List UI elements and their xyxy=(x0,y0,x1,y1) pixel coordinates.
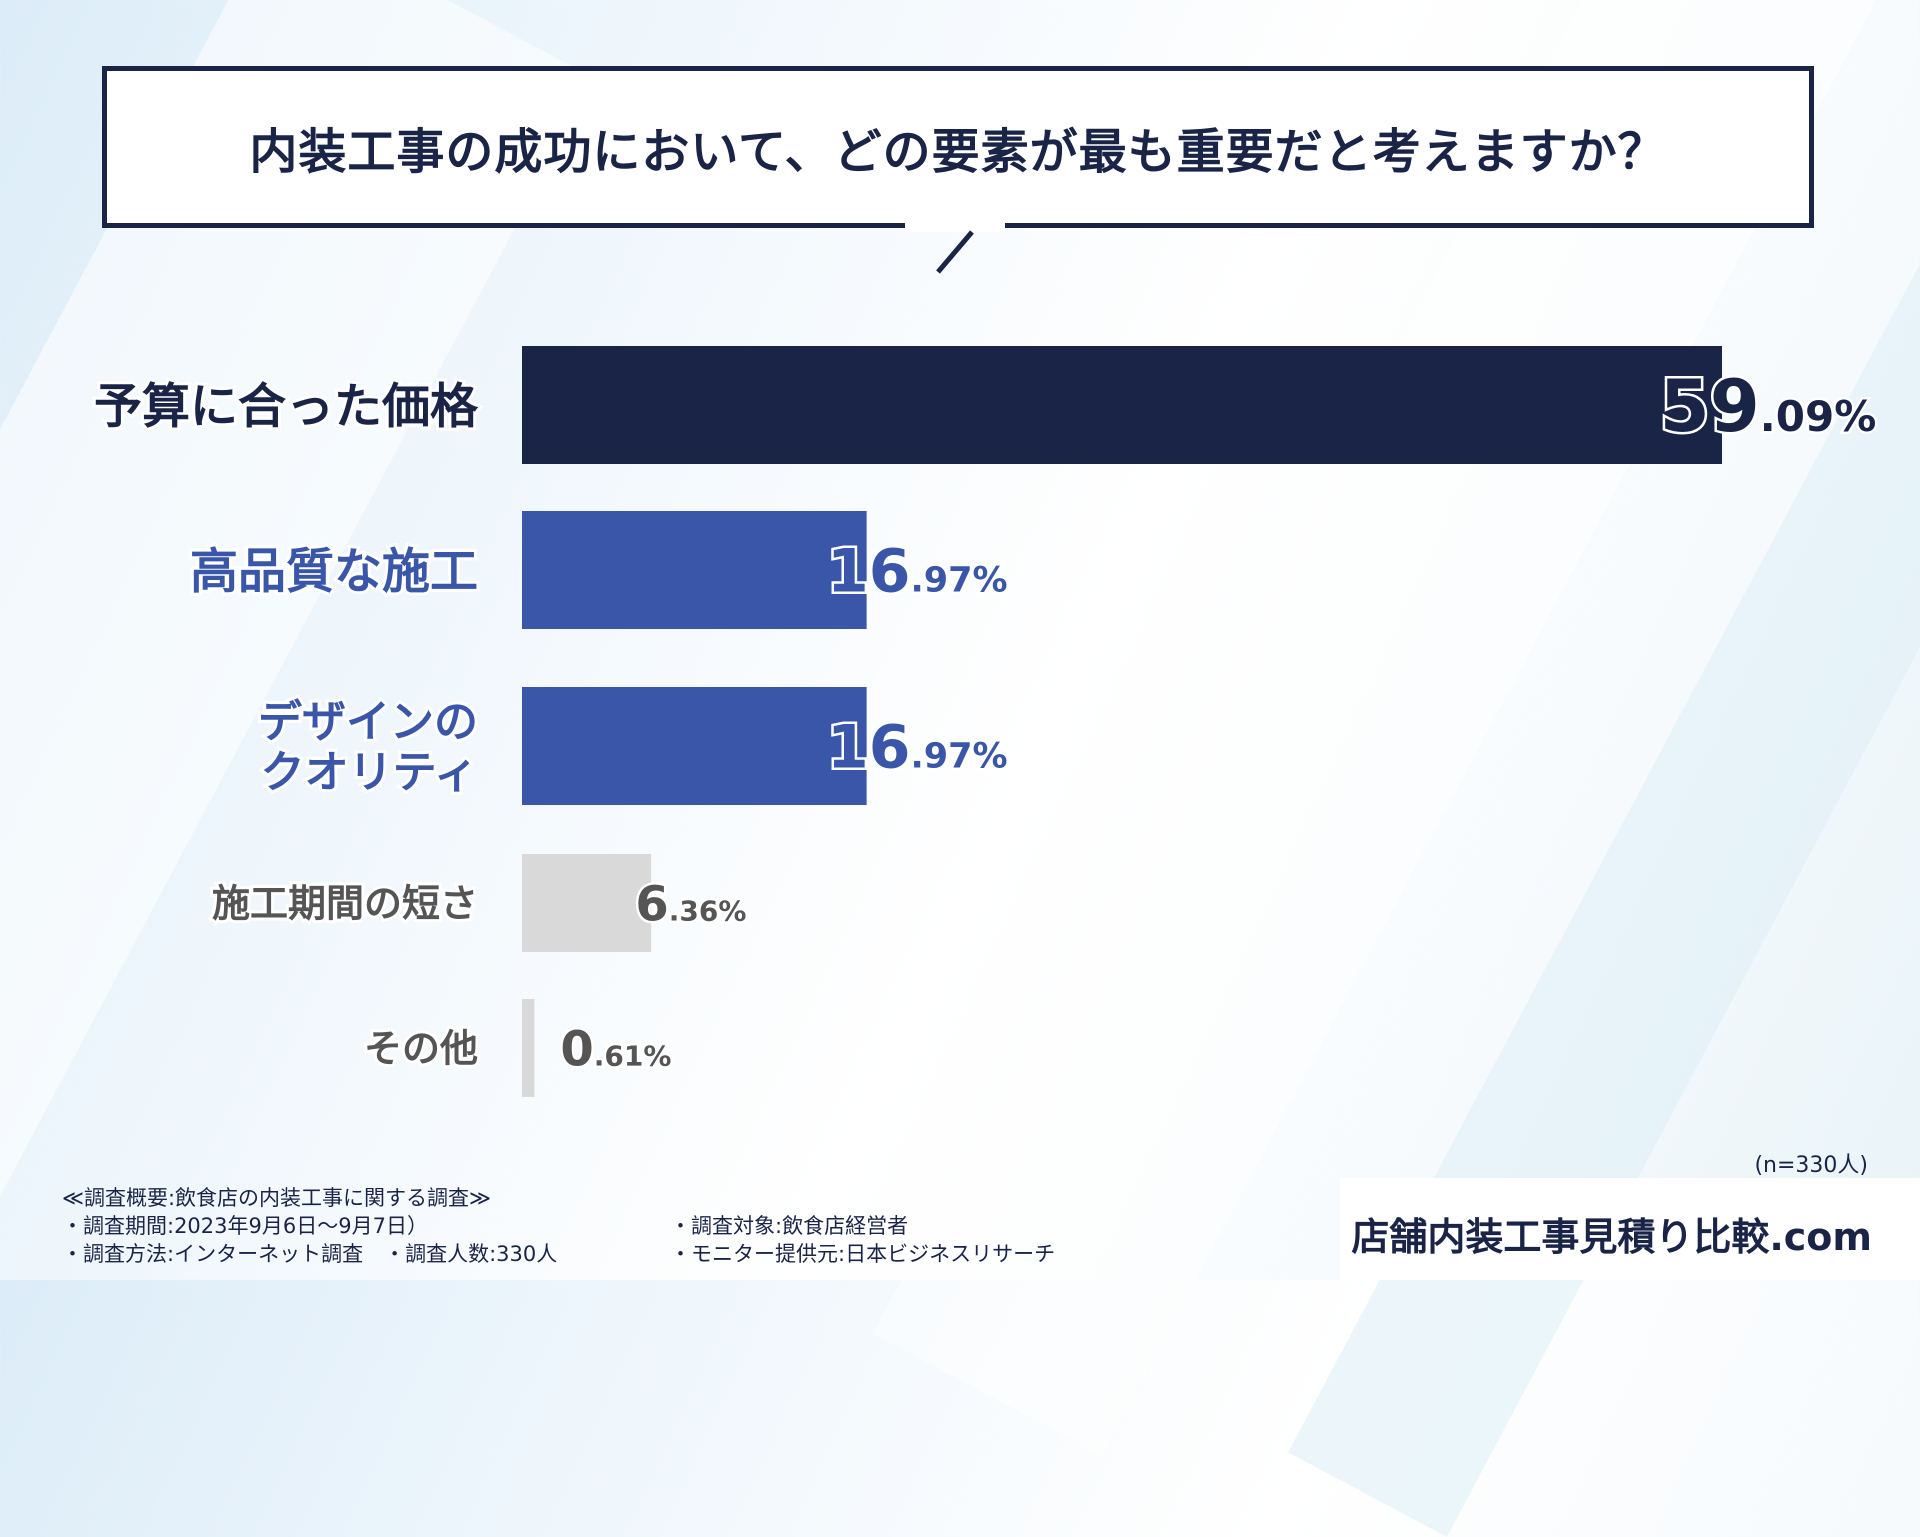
bar-3 xyxy=(522,854,652,952)
chart-title: 内装工事の成功において、どの要素が最も重要だと考えますか？ xyxy=(249,124,1667,180)
speech-tail-gap xyxy=(905,218,1005,232)
category-label: その他 xyxy=(364,1027,478,1071)
value-label: 16.97% xyxy=(827,537,1008,607)
bar-2 xyxy=(522,687,867,805)
survey-method: ・調査方法:インターネット調査 ・調査人数:330人 xyxy=(62,1242,558,1266)
survey-notes-right: ・調査対象:飲食店経営者 ・モニター提供元:日本ビジネスリサーチ xyxy=(670,1212,1055,1268)
category-label: クオリティ xyxy=(261,747,478,798)
bar-1 xyxy=(522,511,867,629)
category-label: 予算に合った価格 xyxy=(94,378,479,434)
survey-period: ・調査期間:2023年9月6日〜9月7日） xyxy=(62,1214,428,1238)
speech-tail-icon xyxy=(936,230,974,274)
survey-provider: ・モニター提供元:日本ビジネスリサーチ xyxy=(670,1242,1056,1266)
category-label: デザインの xyxy=(258,697,478,748)
survey-notes: ≪調査概要:飲食店の内装工事に関する調査≫ ・調査期間:2023年9月6日〜9月… xyxy=(62,1184,557,1268)
bar-0 xyxy=(522,346,1722,464)
survey-target: ・調査対象:飲食店経営者 xyxy=(670,1214,909,1238)
footer-panel xyxy=(1340,1178,1920,1280)
bar-4 xyxy=(522,999,535,1097)
brand-logo-text: 店舗内装工事見積り比較.com xyxy=(1351,1215,1872,1259)
value-label: 16.97% xyxy=(827,713,1008,783)
value-label: 59.09% xyxy=(1660,364,1877,448)
value-label: 0.61% xyxy=(560,1021,671,1077)
chart-title-box: 内装工事の成功において、どの要素が最も重要だと考えますか？ xyxy=(102,66,1814,228)
category-label: 高品質な施工 xyxy=(190,543,478,599)
survey-heading: ≪調査概要:飲食店の内装工事に関する調査≫ xyxy=(62,1186,492,1210)
sample-size: (n=330人) xyxy=(1754,1153,1868,1178)
value-label: 6.36% xyxy=(635,876,746,932)
category-label: 施工期間の短さ xyxy=(212,882,478,926)
